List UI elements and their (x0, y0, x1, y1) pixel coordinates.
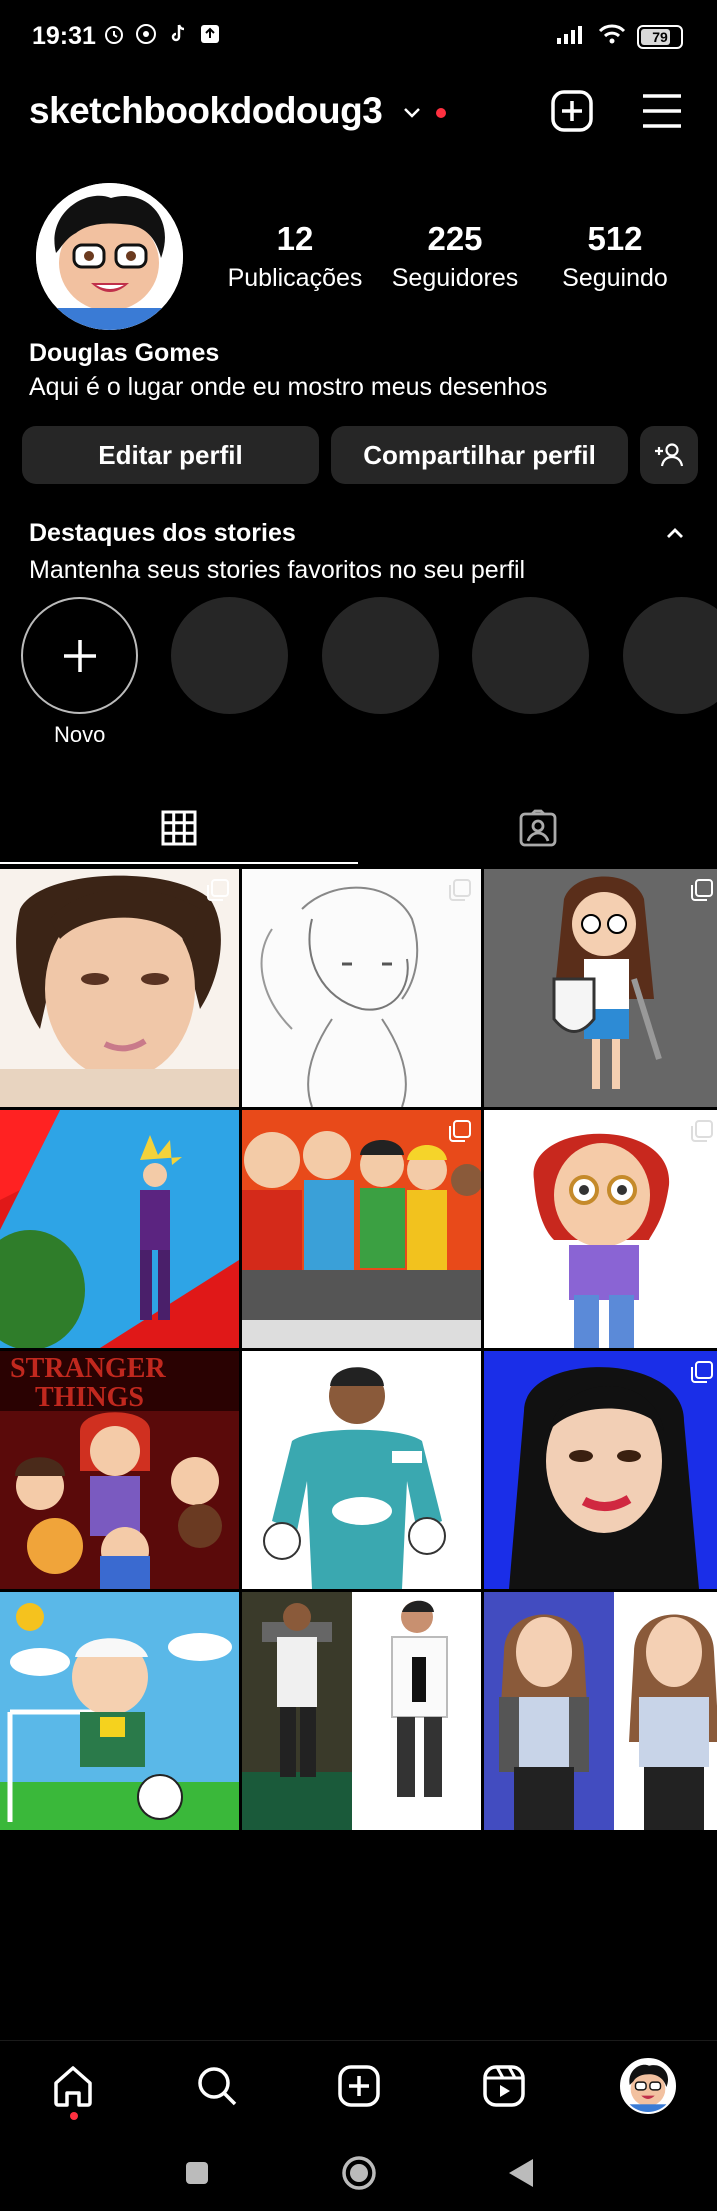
highlight-placeholder (623, 597, 717, 714)
profile-avatar[interactable] (36, 183, 183, 330)
nav-search[interactable] (190, 2059, 244, 2113)
nav-create[interactable] (332, 2059, 386, 2113)
chevron-up-icon[interactable] (663, 522, 687, 546)
grid-post[interactable] (484, 1351, 717, 1589)
signal-icon (555, 22, 587, 51)
stat-following[interactable]: 512 Seguindo (545, 220, 685, 293)
tab-grid[interactable] (0, 790, 358, 865)
stat-posts-count: 12 (276, 220, 314, 257)
back-icon[interactable] (506, 2157, 536, 2189)
new-highlight-label: Novo (54, 722, 106, 747)
grid-icon (161, 810, 197, 845)
plus-icon (63, 639, 96, 672)
stat-posts-label: Publicações (227, 264, 363, 292)
discover-people-button[interactable] (640, 426, 698, 484)
grid-post[interactable] (484, 1110, 717, 1348)
highlights-subtitle: Mantenha seus stories favoritos no seu p… (29, 556, 526, 584)
bottom-navigation (0, 2040, 717, 2130)
status-bar: 19:31 79 (0, 0, 717, 78)
grid-post[interactable] (0, 1592, 239, 1830)
battery-indicator: 79 (637, 24, 683, 49)
profile-header: sketchbookdodoug3 (0, 78, 717, 148)
multiple-images-icon (691, 879, 713, 901)
stat-following-count: 512 (587, 220, 643, 257)
tiktok-icon (166, 22, 190, 46)
grid-post[interactable] (0, 1110, 239, 1348)
grid-post[interactable] (242, 1592, 481, 1830)
whatsapp-icon (134, 22, 158, 46)
status-time: 19:31 (32, 22, 96, 50)
grid-post[interactable] (484, 869, 717, 1107)
home-button-icon[interactable] (341, 2155, 377, 2191)
new-highlight-button[interactable] (21, 597, 138, 714)
nav-home[interactable] (46, 2059, 100, 2113)
multiple-images-icon (691, 1361, 713, 1383)
stat-followers-count: 225 (427, 220, 483, 257)
recents-icon[interactable] (184, 2160, 210, 2186)
stat-following-label: Seguindo (562, 264, 668, 292)
username[interactable]: sketchbookdodoug3 (29, 90, 383, 131)
reels-icon (483, 2065, 525, 2107)
grid-post[interactable] (242, 1351, 481, 1589)
grid-post[interactable] (242, 1110, 481, 1348)
tab-tagged[interactable] (359, 790, 717, 865)
grid-post[interactable]: STRANGER THINGS (0, 1351, 239, 1589)
home-icon (54, 2066, 92, 2107)
notification-dot (436, 108, 446, 118)
wifi-icon (597, 22, 627, 51)
alarm-icon (102, 22, 126, 46)
share-profile-button[interactable]: Compartilhar perfil (331, 426, 628, 484)
highlights-title: Destaques dos stories (29, 519, 296, 547)
highlight-placeholder (171, 597, 288, 714)
stat-followers[interactable]: 225 Seguidores (385, 220, 525, 293)
notification-icons (102, 22, 222, 46)
grid-post[interactable] (0, 869, 239, 1107)
svg-text:THINGS: THINGS (35, 1382, 144, 1413)
multiple-images-icon (691, 1120, 713, 1142)
add-person-icon (655, 443, 684, 467)
tagged-person-icon (519, 809, 557, 846)
profile-bio: Aqui é o lugar onde eu mostro meus desen… (29, 373, 548, 401)
edit-profile-button[interactable]: Editar perfil (22, 426, 319, 484)
multiple-images-icon (207, 879, 229, 901)
multiple-images-icon (449, 879, 471, 901)
search-icon (198, 2067, 237, 2106)
profile-name: Douglas Gomes (29, 339, 220, 367)
create-icon (338, 2065, 380, 2107)
create-post-button[interactable] (549, 88, 595, 134)
menu-icon[interactable] (639, 88, 685, 134)
nav-profile[interactable] (620, 2058, 676, 2114)
posts-grid: STRANGER THINGS (0, 869, 717, 1830)
grid-post[interactable] (484, 1592, 717, 1830)
grid-post[interactable] (242, 869, 481, 1107)
multiple-images-icon (449, 1120, 471, 1142)
home-notification-dot (70, 2112, 78, 2120)
upload-icon (198, 22, 222, 46)
svg-text:STRANGER: STRANGER (10, 1353, 166, 1384)
chevron-down-icon[interactable] (400, 100, 424, 124)
nav-reels[interactable] (477, 2059, 531, 2113)
profile-avatar-small (622, 2060, 674, 2112)
stat-posts[interactable]: 12 Publicações (225, 220, 365, 293)
stat-followers-label: Seguidores (391, 264, 519, 292)
highlight-placeholder (322, 597, 439, 714)
highlight-placeholder (472, 597, 589, 714)
system-navigation-bar (0, 2135, 717, 2211)
active-tab-indicator (0, 862, 358, 864)
